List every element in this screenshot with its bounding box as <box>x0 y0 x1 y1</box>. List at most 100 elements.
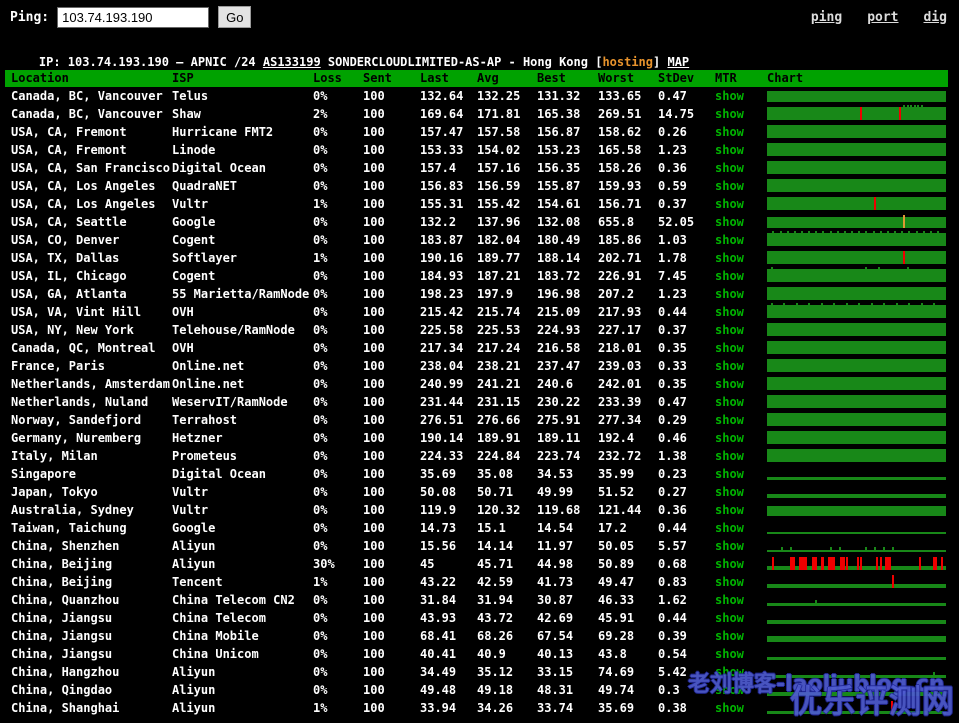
packet-loss-mark <box>790 557 795 570</box>
mtr-show-link[interactable]: show <box>715 395 744 409</box>
latency-chart <box>767 251 946 264</box>
cell-sent: 100 <box>363 503 385 517</box>
cell-chart <box>767 159 948 177</box>
cell-isp: WeservIT/RamNode <box>172 395 288 409</box>
cell-isp: Terrahost <box>172 413 238 427</box>
latency-chart <box>767 179 946 192</box>
cell-stdev: 0.26 <box>658 125 687 139</box>
table-row: Singapore Digital Ocean 0% 100 35.69 35.08 34.… <box>5 465 948 483</box>
ping-target-input[interactable] <box>57 6 210 28</box>
cell-location: Germany, Nuremberg <box>11 431 142 445</box>
mtr-show-link[interactable]: show <box>715 179 744 193</box>
cell-loss: 0% <box>313 611 328 625</box>
cell-worst: 207.2 <box>598 287 635 301</box>
cell-best: 215.09 <box>537 305 581 319</box>
mtr-show-link[interactable]: show <box>715 629 744 643</box>
mtr-show-link[interactable]: show <box>715 467 744 481</box>
table-row: USA, CA, Fremont Linode 0% 100 153.33 154.02 1… <box>5 141 948 159</box>
cell-last: 132.64 <box>420 89 464 103</box>
mtr-show-link[interactable]: show <box>715 251 744 265</box>
nav-link-dig[interactable]: dig <box>923 9 947 25</box>
cell-loss: 0% <box>313 395 328 409</box>
cell-mtr: show <box>715 285 767 303</box>
cell-best: 33.74 <box>537 701 574 715</box>
mtr-show-link[interactable]: show <box>715 683 744 697</box>
cell-stdev: 0.37 <box>658 197 687 211</box>
mtr-show-link[interactable]: show <box>715 287 744 301</box>
mtr-show-link[interactable]: show <box>715 233 744 247</box>
cell-location: China, Qingdao <box>11 683 113 697</box>
mtr-show-link[interactable]: show <box>715 215 744 229</box>
nav-link-ping[interactable]: ping <box>810 9 843 25</box>
map-link[interactable]: MAP <box>667 55 690 69</box>
asn-link[interactable]: AS133199 <box>262 55 321 69</box>
cell-stdev: 0.36 <box>658 161 687 175</box>
cell-avg: 238.21 <box>477 359 521 373</box>
mtr-show-link[interactable]: show <box>715 593 744 607</box>
mtr-show-link[interactable]: show <box>715 611 744 625</box>
cell-best: 132.08 <box>537 215 581 229</box>
table-row: China, Qingdao Aliyun 0% 100 49.48 49.18 48.31… <box>5 681 948 699</box>
mtr-show-link[interactable]: show <box>715 503 744 517</box>
latency-bar <box>767 269 946 282</box>
mtr-show-link[interactable]: show <box>715 431 744 445</box>
latency-bar <box>767 657 946 660</box>
mtr-show-link[interactable]: show <box>715 557 744 571</box>
cell-worst: 156.71 <box>598 197 642 211</box>
cell-location: USA, TX, Dallas <box>11 251 120 265</box>
table-row: Canada, QC, Montreal OVH 0% 100 217.34 217.24… <box>5 339 948 357</box>
mtr-show-link[interactable]: show <box>715 575 744 589</box>
mtr-show-link[interactable]: show <box>715 449 744 463</box>
cell-avg: 34.26 <box>477 701 514 715</box>
mtr-show-link[interactable]: show <box>715 377 744 391</box>
mtr-show-link[interactable]: show <box>715 485 744 499</box>
cell-loss: 0% <box>313 647 328 661</box>
cell-last: 50.08 <box>420 485 457 499</box>
mtr-show-link[interactable]: show <box>715 125 744 139</box>
cell-last: 157.4 <box>420 161 457 175</box>
cell-sent: 100 <box>363 323 385 337</box>
mtr-show-link[interactable]: show <box>715 305 744 319</box>
cell-avg: 189.91 <box>477 431 521 445</box>
latency-spike <box>901 231 903 233</box>
mtr-show-link[interactable]: show <box>715 701 744 715</box>
mtr-show-link[interactable]: show <box>715 89 744 103</box>
latency-chart <box>767 539 946 552</box>
mtr-show-link[interactable]: show <box>715 197 744 211</box>
cell-stdev: 0.46 <box>658 431 687 445</box>
packet-loss-mark <box>903 251 905 264</box>
go-button[interactable]: Go <box>218 6 252 28</box>
cell-isp: China Mobile <box>172 629 259 643</box>
cell-best: 155.87 <box>537 179 581 193</box>
cell-mtr: show <box>715 519 767 537</box>
cell-worst: 133.65 <box>598 89 642 103</box>
nav-link-port[interactable]: port <box>867 9 899 25</box>
header-isp: ISP <box>172 71 194 85</box>
ip-info-text: IP: 103.74.193.190 – APNIC /24 <box>38 55 263 69</box>
cell-avg: 42.59 <box>477 575 514 589</box>
mtr-show-link[interactable]: show <box>715 143 744 157</box>
table-body: Canada, BC, Vancouver Telus 0% 100 132.64 132… <box>5 87 948 717</box>
cell-best: 188.14 <box>537 251 581 265</box>
mtr-show-link[interactable]: show <box>715 269 744 283</box>
mtr-show-link[interactable]: show <box>715 665 744 679</box>
mtr-show-link[interactable]: show <box>715 161 744 175</box>
cell-isp: Telus <box>172 89 209 103</box>
mtr-show-link[interactable]: show <box>715 107 744 121</box>
latency-chart <box>767 629 946 642</box>
mtr-show-link[interactable]: show <box>715 647 744 661</box>
mtr-show-link[interactable]: show <box>715 413 744 427</box>
cell-best: 41.73 <box>537 575 574 589</box>
mtr-show-link[interactable]: show <box>715 521 744 535</box>
table-row: USA, CO, Denver Cogent 0% 100 183.87 182.04 18… <box>5 231 948 249</box>
latency-bar <box>767 413 946 426</box>
mtr-show-link[interactable]: show <box>715 359 744 373</box>
mtr-show-link[interactable]: show <box>715 323 744 337</box>
latency-bar <box>767 251 946 264</box>
mtr-show-link[interactable]: show <box>715 539 744 553</box>
latency-bar <box>767 125 946 138</box>
packet-loss-mark <box>874 197 876 210</box>
mtr-show-link[interactable]: show <box>715 341 744 355</box>
latency-bar <box>767 305 946 318</box>
header-sent: Sent <box>363 71 392 85</box>
